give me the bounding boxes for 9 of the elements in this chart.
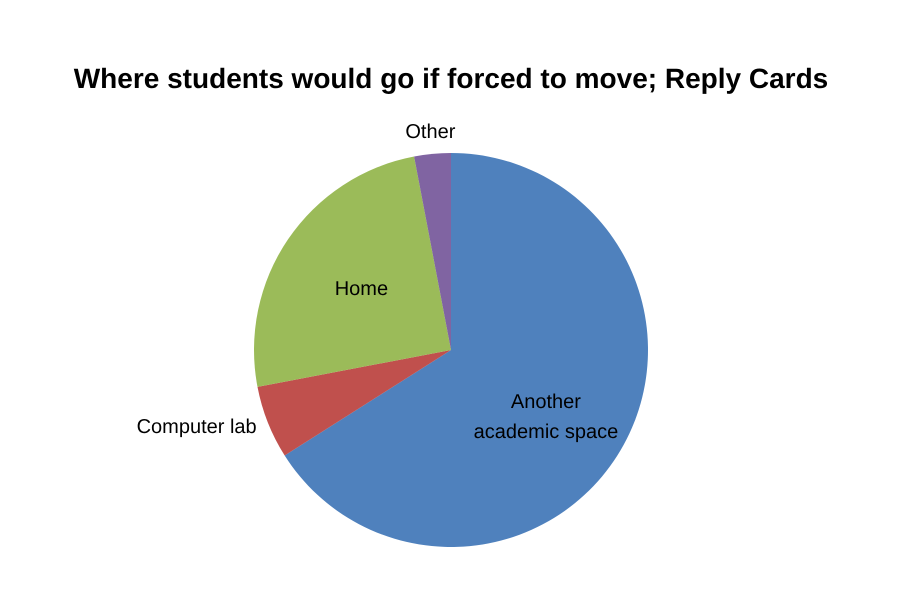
slice-label: Other <box>405 120 456 143</box>
pie-slice <box>254 156 451 387</box>
slice-label: Computer lab <box>136 416 257 438</box>
slice-label: Home <box>334 278 388 300</box>
pie-slice <box>414 153 451 350</box>
slice-label: Another academic space <box>474 391 618 444</box>
pie-slice <box>257 350 451 456</box>
chart-title: Where students would go if forced to move; Reply Cards <box>74 63 828 94</box>
pie-slice <box>284 153 648 547</box>
